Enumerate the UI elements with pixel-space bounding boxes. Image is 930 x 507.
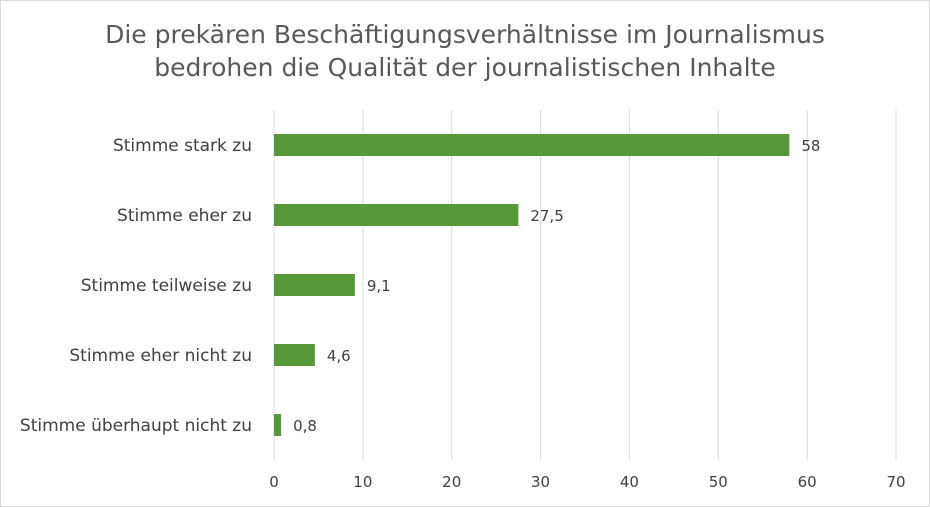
x-tick-label: 40: [620, 473, 639, 491]
category-label: Stimme teilweise zu: [81, 276, 252, 296]
bar: [274, 274, 355, 296]
data-label: 27,5: [530, 207, 563, 225]
gridlines: [273, 110, 897, 460]
category-label: Stimme überhaupt nicht zu: [20, 416, 252, 436]
bar: [274, 344, 315, 366]
category-label: Stimme eher nicht zu: [69, 346, 252, 366]
category-label: Stimme eher zu: [117, 206, 252, 226]
x-tick-label: 20: [442, 473, 461, 491]
labels: 0 10 20 30 40 50 60 70 Stimme stark zu 58 Stimme e…: [20, 136, 906, 491]
category-label: Stimme stark zu: [113, 136, 252, 156]
x-tick-label: 30: [531, 473, 550, 491]
bars: [274, 134, 790, 436]
chart-title: Die prekären Beschäftigungsverhältnisse …: [0, 18, 930, 84]
x-tick-label: 10: [353, 473, 372, 491]
data-label: 9,1: [367, 277, 391, 295]
bar: [274, 204, 519, 226]
x-tick-label: 0: [269, 473, 279, 491]
data-label: 4,6: [327, 347, 351, 365]
bar: [274, 414, 282, 436]
data-label: 58: [801, 137, 820, 155]
x-tick-label: 60: [798, 473, 817, 491]
x-tick-label: 70: [886, 473, 905, 491]
data-label: 0,8: [293, 417, 317, 435]
chart-title-line-1: Die prekären Beschäftigungsverhältnisse …: [105, 20, 825, 49]
x-tick-label: 50: [709, 473, 728, 491]
bar: [274, 134, 790, 156]
chart-title-line-2: bedrohen die Qualität der journalistisch…: [154, 53, 776, 82]
